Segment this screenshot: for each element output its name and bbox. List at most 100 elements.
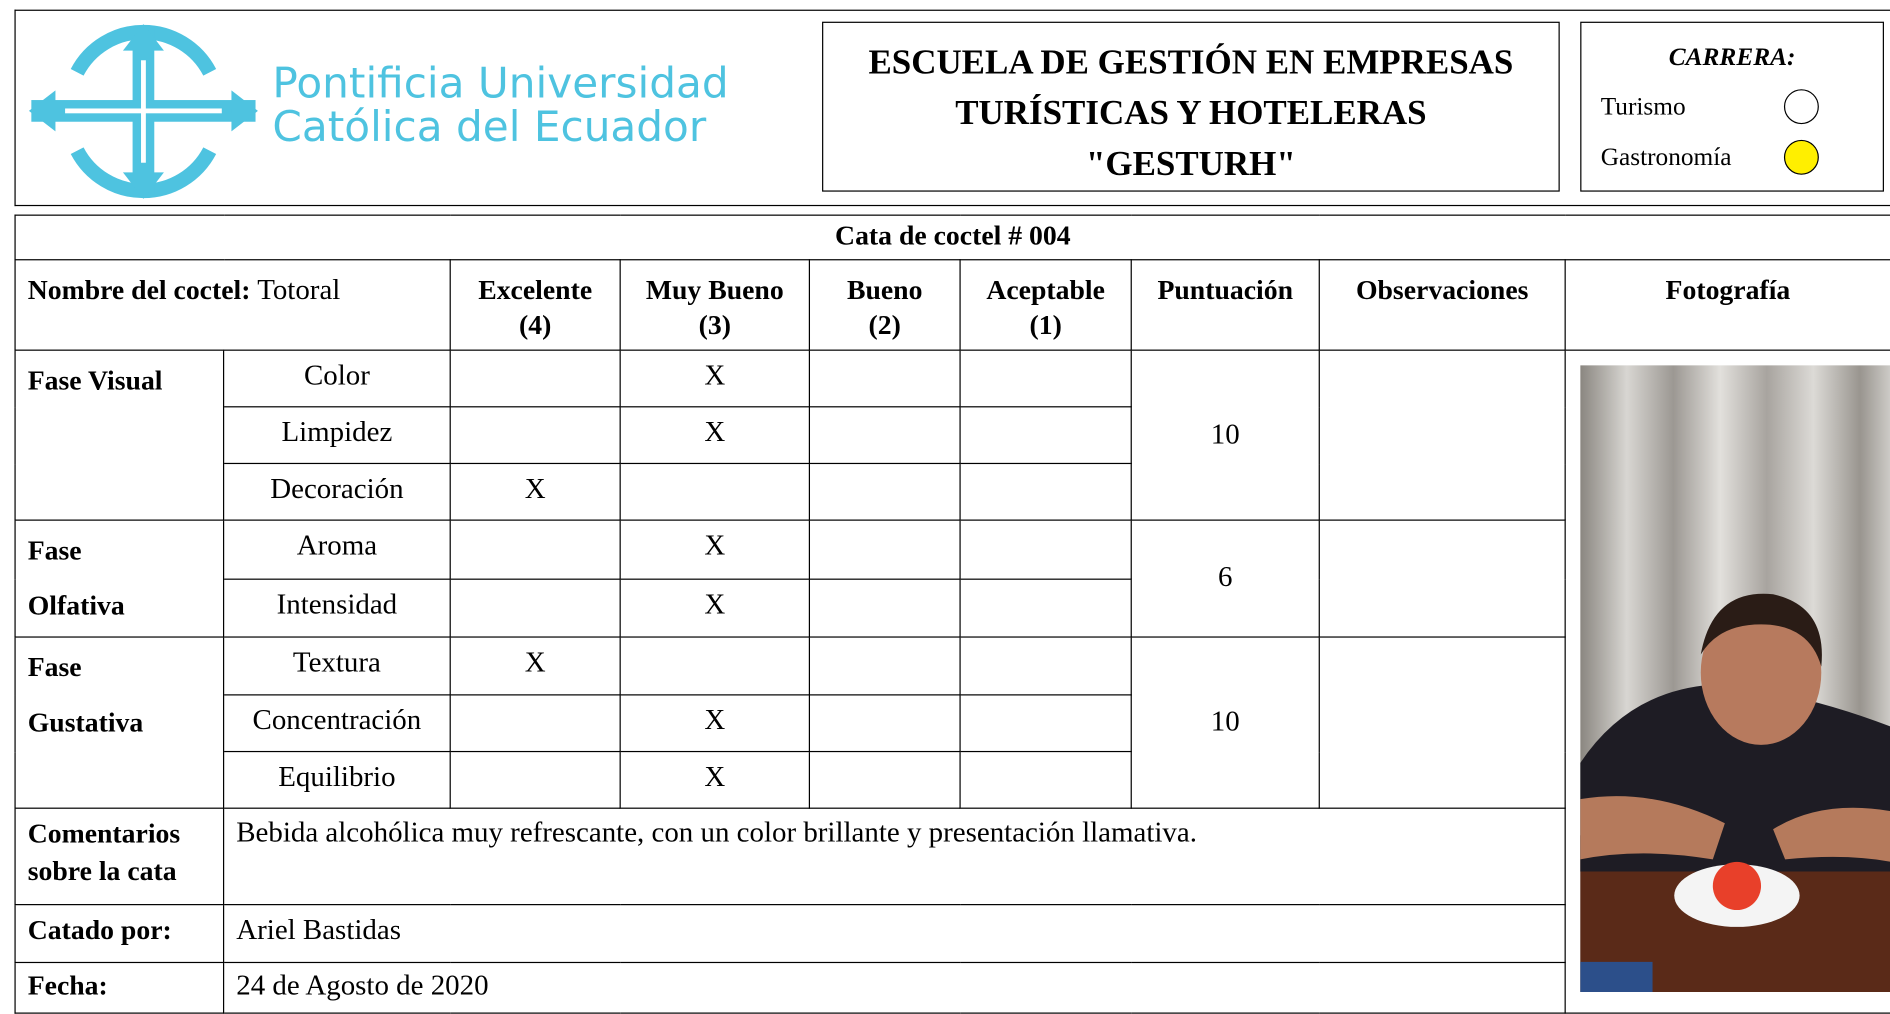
university-logo	[28, 24, 258, 199]
phase-line: Olfativa	[27, 590, 125, 621]
comments-text: Bebida alcohólica muy refrescante, con u…	[222, 807, 1566, 906]
phase-line: Gustativa	[27, 706, 144, 738]
rating-cell	[449, 578, 621, 638]
phase-line: Fase Visual	[27, 365, 163, 396]
rating-score: (1)	[1029, 309, 1062, 340]
rating-cell	[959, 349, 1132, 408]
career-option: Gastronomía	[1600, 139, 1866, 176]
phase-score: 10	[1130, 349, 1320, 521]
photo-header: Fotografía	[1564, 259, 1890, 351]
rating-cell: X	[619, 578, 811, 638]
attribute-row: Equilibrio X	[15, 750, 1890, 809]
rating-cell	[959, 406, 1132, 465]
attribute-name: Concentración	[222, 694, 451, 753]
rating-cell	[449, 694, 621, 753]
attribute-name: Decoración	[222, 462, 451, 521]
rating-cell	[808, 349, 961, 408]
rating-cell	[959, 578, 1132, 638]
rating-cell	[959, 635, 1132, 696]
attribute-name: Aroma	[222, 519, 451, 580]
rating-cell	[808, 694, 961, 753]
attribute-row: Fase Visual Color X 10	[14, 349, 1890, 1014]
rating-cell	[808, 406, 961, 465]
rating-cell: X	[449, 635, 621, 696]
rating-mark: X	[704, 530, 726, 562]
rating-cell: X	[449, 462, 621, 521]
rating-label: Bueno	[846, 274, 923, 305]
career-label: Turismo	[1600, 91, 1686, 121]
rating-header: Excelente (4)	[449, 259, 621, 351]
school-line: "GESTURH"	[1086, 144, 1296, 184]
career-title: CARRERA:	[1668, 42, 1796, 72]
rating-cell: X	[619, 349, 811, 408]
cocktail-name: Totoral	[257, 274, 341, 307]
date-label: Fecha:	[14, 961, 225, 1014]
taster-label: Catado por:	[14, 904, 225, 964]
attribute-name: Limpidez	[222, 406, 451, 465]
rating-cell: X	[619, 406, 811, 465]
observations-cell	[1318, 519, 1566, 638]
phase-name: Fase Gustativa	[14, 635, 225, 809]
institution-line: Pontificia Universidad	[272, 60, 729, 109]
taster-name: Ariel Bastidas	[222, 904, 1566, 964]
rating-cell	[959, 750, 1132, 809]
phase-score: 10	[1130, 635, 1320, 809]
rating-cell	[959, 694, 1132, 753]
rating-label: Muy Bueno	[645, 274, 784, 305]
school-box: ESCUELA DE GESTIÓN EN EMPRESAS TURÍSTICA…	[822, 21, 1560, 192]
taster-row: Catado por: Ariel Bastidas	[14, 904, 1890, 964]
rating-mark: X	[704, 705, 726, 737]
header-frame	[14, 9, 1890, 207]
rating-cell	[619, 635, 811, 696]
date-value: 24 de Agosto de 2020	[222, 961, 1566, 1014]
table-title: Cata de coctel # 004	[14, 214, 1890, 261]
rating-cell	[808, 462, 961, 521]
attribute-name: Intensidad	[222, 578, 451, 638]
score-header: Puntuación	[1130, 259, 1320, 351]
header-row: Nombre del coctel: Totoral Excelente (4) Mu…	[14, 259, 1890, 351]
rating-mark: X	[704, 589, 726, 621]
rating-score: (3)	[698, 309, 731, 340]
rating-cell	[959, 519, 1132, 580]
career-option: Turismo	[1601, 89, 1866, 125]
rating-mark: X	[704, 761, 726, 794]
attribute-name: Color	[222, 349, 451, 408]
photo	[1580, 365, 1890, 993]
photo-cell	[1564, 349, 1890, 1014]
rating-cell	[959, 462, 1132, 521]
school-line: ESCUELA DE GESTIÓN EN EMPRESAS	[868, 43, 1514, 82]
phase-line: Fase	[27, 651, 82, 682]
attribute-row: Fase Gustativa Textura X 10	[14, 635, 1890, 809]
institution-line: Católica del Ecuador	[272, 103, 707, 152]
rating-cell: X	[619, 750, 811, 809]
rating-score: (4)	[519, 309, 552, 340]
rating-cell	[808, 519, 961, 580]
rating-cell: X	[619, 519, 811, 580]
career-box: CARRERA: Turismo Gastronomía	[1580, 21, 1884, 192]
rating-cell	[449, 519, 621, 580]
rating-cell	[619, 462, 811, 521]
name-label: Nombre del coctel:	[27, 274, 251, 305]
career-circle	[1783, 89, 1819, 125]
rating-header: Muy Bueno (3)	[619, 259, 811, 351]
tasting-table: Cata de coctel # 004 Nombre del coctel: T…	[14, 214, 1890, 1014]
attribute-name: Equilibrio	[222, 750, 451, 809]
rating-mark: X	[704, 360, 726, 392]
rating-label: Excelente	[478, 274, 593, 305]
observations-header: Observaciones	[1318, 259, 1566, 351]
rating-cell	[808, 635, 961, 696]
attribute-name: Textura	[222, 635, 451, 696]
rating-header: Bueno (2)	[808, 259, 961, 351]
career-label: Gastronomía	[1600, 142, 1732, 172]
attribute-row: Fase Olfativa Aroma X 6	[14, 519, 1890, 638]
observations-cell	[1318, 349, 1566, 521]
rating-score: (2)	[868, 309, 901, 340]
rating-cell	[449, 406, 621, 465]
rating-cell	[449, 750, 621, 809]
observations-cell	[1318, 635, 1566, 809]
rating-cell	[808, 578, 961, 638]
phase-line: Fase	[27, 535, 82, 566]
comments-label: Comentarios sobre la cata	[14, 807, 225, 906]
